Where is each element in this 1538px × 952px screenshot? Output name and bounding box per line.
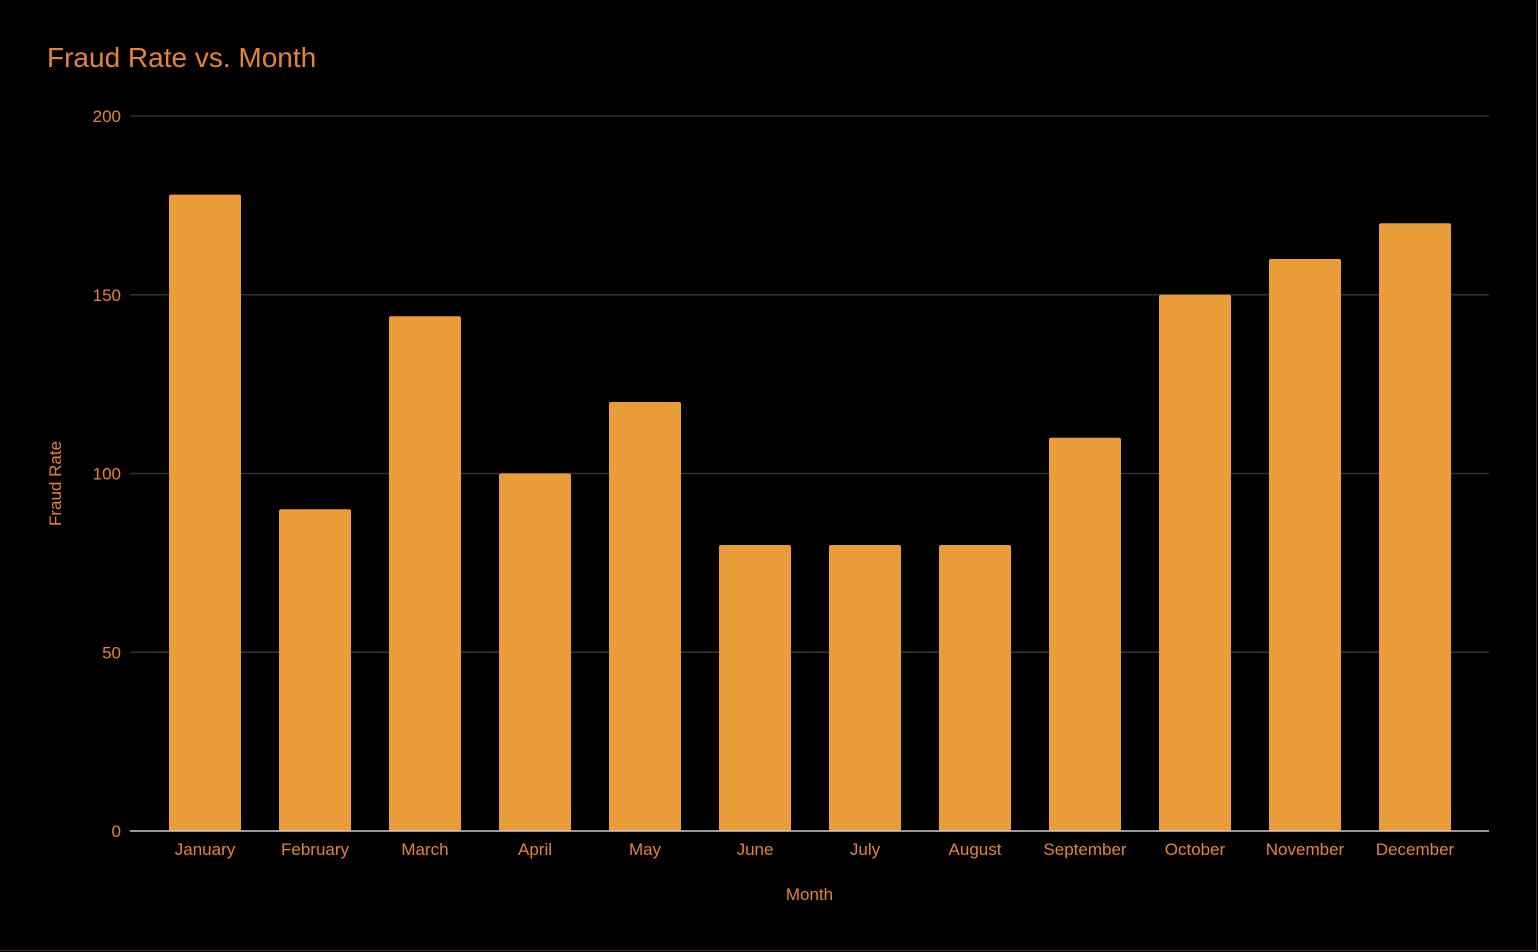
x-tick-label: December xyxy=(1376,840,1455,859)
x-tick-label: March xyxy=(401,840,448,859)
bar-june[interactable] xyxy=(719,545,791,831)
bar-december[interactable] xyxy=(1379,223,1451,831)
y-axis-ticks: 0 50 100 150 200 xyxy=(93,107,121,841)
x-tick-label: February xyxy=(281,840,350,859)
bar-september[interactable] xyxy=(1049,437,1121,831)
y-tick-label: 0 xyxy=(112,822,121,841)
y-tick-label: 150 xyxy=(93,286,121,305)
bar-may[interactable] xyxy=(609,402,681,831)
x-tick-label: August xyxy=(949,840,1002,859)
x-axis-ticks: January February March April May June July Augu… xyxy=(175,840,1455,859)
gridlines xyxy=(130,115,1489,653)
bar-july[interactable] xyxy=(829,545,901,831)
y-tick-label: 200 xyxy=(93,107,121,126)
bar-april[interactable] xyxy=(499,473,571,832)
x-axis-title: Month xyxy=(786,885,833,904)
bar-march[interactable] xyxy=(389,316,461,831)
x-tick-label: June xyxy=(737,840,774,859)
x-tick-label: April xyxy=(518,840,552,859)
bar-january[interactable] xyxy=(169,194,241,831)
y-tick-label: 100 xyxy=(93,465,121,484)
x-tick-label: July xyxy=(850,840,881,859)
x-tick-label: October xyxy=(1165,840,1226,859)
x-tick-label: January xyxy=(175,840,236,859)
bar-february[interactable] xyxy=(279,509,351,831)
y-tick-label: 50 xyxy=(102,643,121,662)
bar-august[interactable] xyxy=(939,545,1011,831)
chart-title: Fraud Rate vs. Month xyxy=(47,42,317,73)
x-tick-label: November xyxy=(1266,840,1345,859)
x-tick-label: May xyxy=(629,840,662,859)
x-tick-label: September xyxy=(1043,840,1126,859)
bar-october[interactable] xyxy=(1159,294,1231,831)
bars xyxy=(169,194,1451,832)
y-axis-title: Fraud Rate xyxy=(46,441,65,526)
bar-november[interactable] xyxy=(1269,259,1341,831)
